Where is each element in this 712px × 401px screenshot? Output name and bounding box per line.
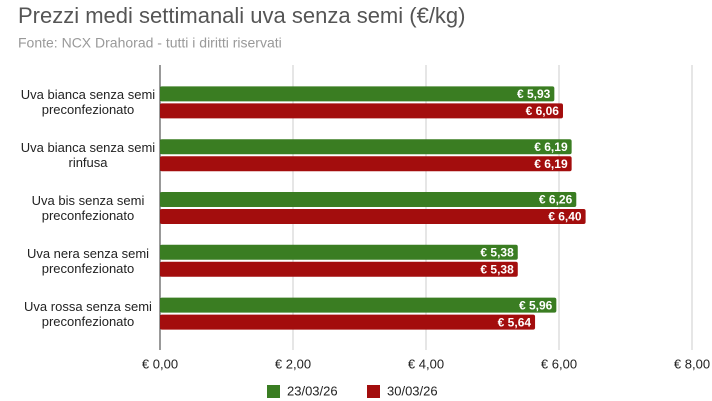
legend-label: 23/03/26 <box>287 383 338 398</box>
chart-title: Prezzi medi settimanali uva senza semi (… <box>18 3 466 28</box>
bar <box>160 103 563 119</box>
bar <box>160 297 557 313</box>
value-label: € 5,64 <box>498 315 532 329</box>
y-tick-label: Uva rossa senza semi preconfezionato <box>24 298 152 329</box>
chart-subtitle: Fonte: NCX Drahorad - tutti i diritti ri… <box>18 35 282 51</box>
bar <box>160 86 555 102</box>
value-label: € 5,38 <box>480 262 514 276</box>
bar <box>160 192 577 207</box>
bar <box>160 314 536 330</box>
bar <box>160 261 518 277</box>
y-tick-label: Uva bianca senza semi preconfezionato <box>20 87 156 118</box>
value-label: € 6,06 <box>526 104 560 118</box>
y-tick-label: Uva bianca senza semi rinfusa <box>20 140 156 171</box>
legend-label: 30/03/26 <box>387 383 438 398</box>
bar <box>160 139 572 155</box>
bar <box>160 244 518 260</box>
y-tick-label: Uva nera senza semi preconfezionato <box>26 245 150 276</box>
legend-swatch <box>267 385 280 398</box>
legend-swatch <box>367 385 380 398</box>
y-tick-label: Uva bis senza semi preconfezionato <box>31 193 145 223</box>
x-tick-label: € 0,00 <box>142 356 178 371</box>
value-label: € 6,26 <box>539 193 573 207</box>
value-label: € 5,96 <box>519 298 553 312</box>
value-label: € 5,93 <box>517 87 551 101</box>
bar <box>160 156 572 172</box>
x-tick-label: € 8,00 <box>674 356 710 371</box>
value-label: € 5,38 <box>480 245 514 259</box>
value-label: € 6,40 <box>548 210 582 224</box>
x-tick-label: € 6,00 <box>541 356 577 371</box>
x-tick-label: € 2,00 <box>275 356 311 371</box>
value-label: € 6,19 <box>534 140 568 154</box>
bar <box>160 209 586 224</box>
x-tick-label: € 4,00 <box>408 356 444 371</box>
value-label: € 6,19 <box>534 157 568 171</box>
